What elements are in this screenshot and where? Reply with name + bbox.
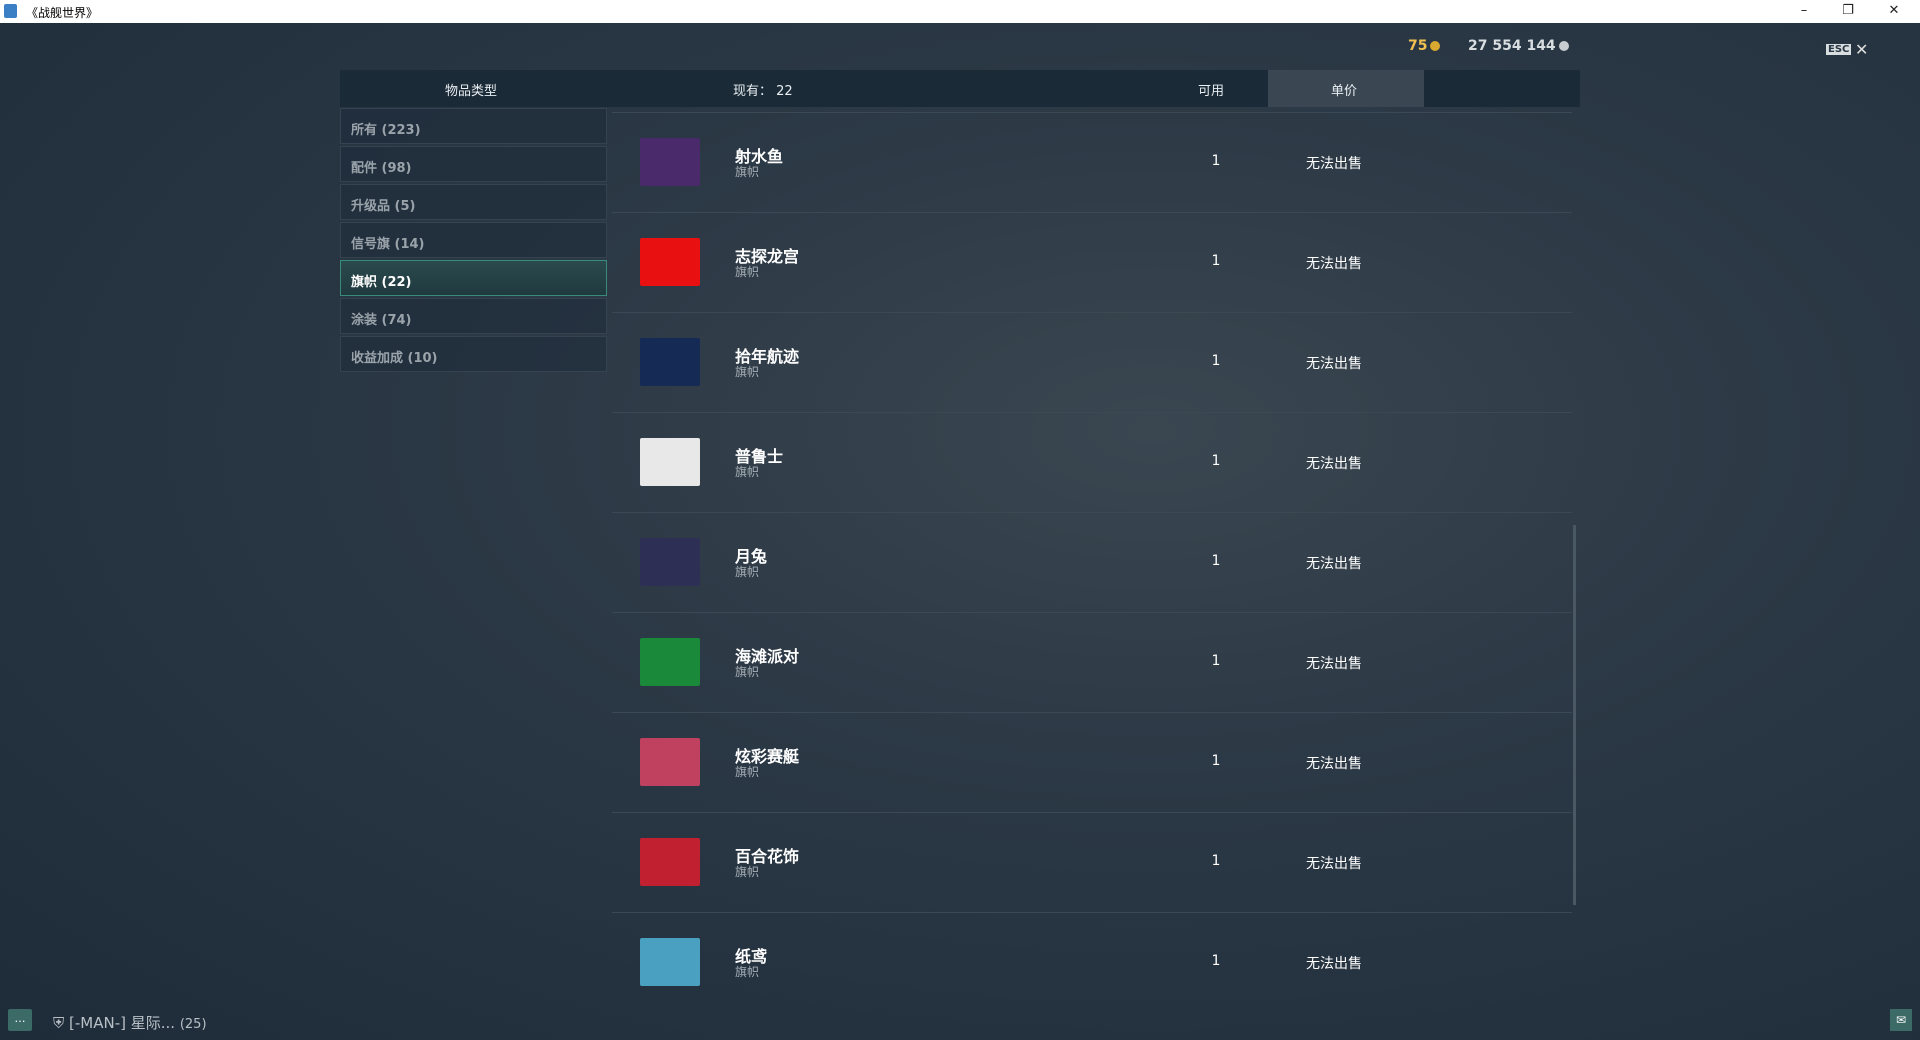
item-name: 志探龙宫 bbox=[735, 247, 800, 266]
credits-value: 27 554 144 bbox=[1468, 38, 1556, 54]
item-price: 无法出售 bbox=[1306, 156, 1362, 172]
flag-icon bbox=[640, 438, 700, 486]
item-type: 旗帜 bbox=[735, 565, 760, 579]
item-quantity: 1 bbox=[1211, 553, 1221, 569]
item-quantity: 1 bbox=[1211, 953, 1221, 969]
category-economic-bonuses[interactable]: 收益加成 (10) bbox=[340, 336, 607, 372]
item-name: 炫彩赛艇 bbox=[735, 747, 800, 766]
item-name: 月兔 bbox=[735, 547, 768, 566]
list-item[interactable]: 海滩派对 旗帜 1 无法出售 bbox=[612, 612, 1572, 712]
item-name: 普鲁士 bbox=[735, 447, 784, 466]
item-quantity: 1 bbox=[1211, 253, 1221, 269]
category-all[interactable]: 所有 (223) bbox=[340, 108, 607, 144]
item-price: 无法出售 bbox=[1306, 856, 1362, 872]
item-quantity: 1 bbox=[1211, 653, 1221, 669]
item-name: 拾年航迹 bbox=[735, 347, 800, 366]
notification-bell-icon[interactable]: ✉ bbox=[1890, 1009, 1912, 1031]
clan-name: [-MAN-] 星际... bbox=[69, 1014, 176, 1032]
item-type: 旗帜 bbox=[735, 365, 760, 379]
item-type: 旗帜 bbox=[735, 265, 760, 279]
owned-count: 现有： 22 bbox=[733, 84, 793, 99]
flag-icon bbox=[640, 138, 700, 186]
flag-icon bbox=[640, 338, 700, 386]
window-title: 《战舰世界》 bbox=[26, 6, 99, 20]
chat-icon[interactable]: … bbox=[8, 1009, 32, 1031]
credits-balance: 27 554 144 bbox=[1468, 38, 1569, 54]
item-type: 旗帜 bbox=[735, 165, 760, 179]
item-name: 射水鱼 bbox=[735, 147, 784, 166]
item-quantity: 1 bbox=[1211, 453, 1221, 469]
doubloons-value: 75 bbox=[1408, 38, 1428, 54]
minimize-button[interactable]: – bbox=[1800, 3, 1808, 18]
category-sidebar: 所有 (223) 配件 (98) 升级品 (5) 信号旗 (14) 旗帜 (22… bbox=[340, 108, 607, 374]
price-column-highlight bbox=[1268, 70, 1424, 107]
close-icon[interactable]: ✕ bbox=[1855, 40, 1869, 59]
category-flags[interactable]: 旗帜 (22) bbox=[340, 260, 607, 296]
list-item[interactable]: 纸鸢 旗帜 1 无法出售 bbox=[612, 912, 1572, 1012]
item-price: 无法出售 bbox=[1306, 356, 1362, 372]
category-upgrades[interactable]: 升级品 (5) bbox=[340, 184, 607, 220]
item-type: 旗帜 bbox=[735, 965, 760, 979]
item-price: 无法出售 bbox=[1306, 756, 1362, 772]
doubloon-icon bbox=[1430, 41, 1441, 51]
item-type: 旗帜 bbox=[735, 465, 760, 479]
item-quantity: 1 bbox=[1211, 853, 1221, 869]
category-header: 物品类型 bbox=[445, 84, 498, 99]
list-item[interactable]: 志探龙宫 旗帜 1 无法出售 bbox=[612, 212, 1572, 312]
flag-icon bbox=[640, 238, 700, 286]
app-icon bbox=[4, 4, 17, 18]
item-price: 无法出售 bbox=[1306, 456, 1362, 472]
category-signals[interactable]: 信号旗 (14) bbox=[340, 222, 607, 258]
list-item[interactable]: 普鲁士 旗帜 1 无法出售 bbox=[612, 412, 1572, 512]
item-name: 百合花饰 bbox=[735, 847, 800, 866]
item-price: 无法出售 bbox=[1306, 956, 1362, 972]
item-price: 无法出售 bbox=[1306, 556, 1362, 572]
item-price: 无法出售 bbox=[1306, 256, 1362, 272]
item-type: 旗帜 bbox=[735, 665, 760, 679]
item-name: 海滩派对 bbox=[735, 647, 800, 666]
scrollbar[interactable] bbox=[1573, 525, 1576, 905]
item-type: 旗帜 bbox=[735, 765, 760, 779]
list-item[interactable]: 射水鱼 旗帜 1 无法出售 bbox=[612, 112, 1572, 212]
esc-key-icon[interactable]: ESC bbox=[1826, 44, 1852, 55]
flag-icon bbox=[640, 738, 700, 786]
flag-icon bbox=[640, 838, 700, 886]
flag-icon bbox=[640, 938, 700, 986]
list-item[interactable]: 拾年航迹 旗帜 1 无法出售 bbox=[612, 312, 1572, 412]
price-header[interactable]: 单价 bbox=[1331, 84, 1358, 99]
item-type: 旗帜 bbox=[735, 865, 760, 879]
item-quantity: 1 bbox=[1211, 153, 1221, 169]
list-item[interactable]: 炫彩赛艇 旗帜 1 无法出售 bbox=[612, 712, 1572, 812]
item-quantity: 1 bbox=[1211, 753, 1221, 769]
category-camouflage[interactable]: 涂装 (74) bbox=[340, 298, 607, 334]
item-quantity: 1 bbox=[1211, 353, 1221, 369]
category-modules[interactable]: 配件 (98) bbox=[340, 146, 607, 182]
item-name: 纸鸢 bbox=[735, 947, 768, 966]
item-list: 射水鱼 旗帜 1 无法出售 志探龙宫 旗帜 1 无法出售 拾年航迹 旗帜 1 无… bbox=[612, 112, 1572, 1012]
item-price: 无法出售 bbox=[1306, 656, 1362, 672]
list-item[interactable]: 百合花饰 旗帜 1 无法出售 bbox=[612, 812, 1572, 912]
available-header[interactable]: 可用 bbox=[1198, 84, 1225, 99]
list-item[interactable]: 月兔 旗帜 1 无法出售 bbox=[612, 512, 1572, 612]
credit-icon bbox=[1558, 41, 1569, 51]
close-button[interactable]: ✕ bbox=[1888, 3, 1900, 18]
title-bar: 《战舰世界》 – ❐ ✕ bbox=[0, 0, 1920, 23]
table-header: 物品类型 现有： 22 可用 单价 bbox=[340, 70, 1580, 107]
restore-button[interactable]: ❐ bbox=[1842, 3, 1854, 18]
doubloons-balance: 75 bbox=[1408, 38, 1441, 54]
clan-info[interactable]: ⛨ [-MAN-] 星际... (25) bbox=[53, 1014, 207, 1032]
flag-icon bbox=[640, 538, 700, 586]
clan-member-count: (25) bbox=[179, 1017, 207, 1032]
background bbox=[0, 23, 1920, 1040]
flag-icon bbox=[640, 638, 700, 686]
